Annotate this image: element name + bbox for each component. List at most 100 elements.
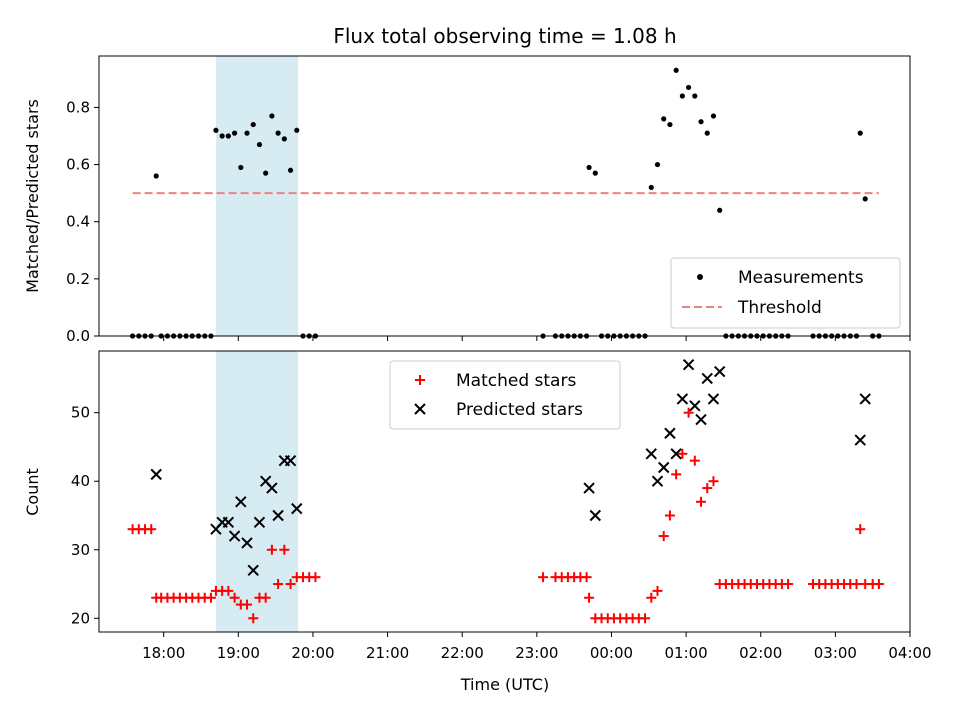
bottom-panel: 20 30 40 50 18:00 19:00 20:00 21:00 22:00 23:00 0… — [23, 350, 932, 694]
cross-stroke-b — [266, 482, 278, 494]
matched-star-point — [696, 496, 707, 507]
cross-stroke-b — [682, 359, 695, 371]
legend-predicted-label: Predicted stars — [456, 400, 583, 420]
matched-star-point — [664, 510, 675, 521]
matched-star-point — [248, 613, 259, 624]
x-tick-label: 04:00 — [888, 644, 931, 662]
predicted-star-point — [682, 359, 695, 371]
cross-stroke-b — [259, 475, 272, 487]
bottom-plot-frame — [98, 350, 911, 633]
measurement-point — [219, 133, 225, 139]
matched-star-point — [677, 448, 688, 459]
bottom-shaded-interval — [215, 351, 299, 632]
cross-stroke-b — [253, 516, 266, 529]
measurement-point — [661, 116, 667, 122]
predicted-star-point — [228, 530, 241, 542]
cross-stroke-b — [414, 403, 426, 415]
matched-star-point — [538, 572, 549, 583]
top-shaded-interval — [215, 56, 299, 336]
top-y-axis-label: Matched/Predicted stars — [23, 99, 42, 293]
measurement-point — [213, 127, 219, 133]
predicted-star-point — [247, 564, 259, 577]
cross-stroke-b — [583, 482, 595, 494]
matched-star-point — [205, 592, 216, 603]
predicted-star-point — [859, 393, 871, 405]
predicted-star-point — [651, 475, 664, 487]
predicted-star-point — [272, 509, 284, 522]
x-tick-label: 21:00 — [366, 644, 409, 662]
predicted-star-point — [645, 448, 657, 460]
measurement-point — [244, 130, 250, 136]
x-tick-label: 19:00 — [217, 644, 260, 662]
matched-star-point — [671, 469, 682, 480]
matched-stars-points — [127, 407, 884, 624]
measurement-point — [287, 167, 294, 173]
predicted-star-point — [235, 496, 247, 508]
legend-threshold-label: Threshold — [737, 298, 822, 318]
matched-star-point — [242, 599, 253, 610]
bottom-legend: Matched stars Predicted stars — [389, 360, 621, 430]
matched-star-point — [646, 592, 657, 603]
cross-stroke-b — [272, 509, 284, 522]
legend-predicted-marker — [414, 403, 426, 415]
bottom-legend-frame — [389, 360, 621, 430]
measurement-point — [704, 130, 710, 136]
top-x-ticks — [163, 336, 911, 341]
legend-cross — [414, 403, 426, 415]
cross-stroke-b — [589, 509, 602, 522]
matched-star-point — [855, 524, 866, 535]
cross-stroke-b — [235, 496, 247, 508]
cross-stroke-b — [284, 454, 297, 467]
measurement-point — [269, 113, 275, 119]
x-tick-label: 18:00 — [142, 644, 185, 662]
x-tick-label: 02:00 — [739, 644, 782, 662]
legend-measurements-label: Measurements — [738, 268, 864, 288]
cross-stroke-b — [291, 502, 303, 515]
top-y-tick-label: 0.4 — [66, 213, 90, 231]
predicted-star-point — [222, 516, 235, 529]
matched-star-point — [229, 592, 240, 603]
bottom-y-axis-label: Count — [23, 468, 42, 516]
cross-stroke-b — [664, 427, 676, 439]
measurement-point — [857, 130, 863, 136]
cross-stroke-b — [658, 461, 670, 474]
predicted-star-point — [291, 502, 303, 515]
matched-star-point — [683, 407, 694, 418]
chart-title: Flux total observing time = 1.08 h — [333, 24, 676, 48]
measurement-point — [153, 173, 159, 179]
matched-star-point — [783, 579, 794, 590]
cross-stroke-b — [689, 400, 701, 412]
measurement-point — [667, 121, 673, 128]
predicted-star-point — [713, 365, 726, 378]
predicted-star-point — [589, 509, 602, 522]
cross-stroke-b — [859, 393, 871, 405]
x-tick-label: 20:00 — [291, 644, 334, 662]
measurement-point — [231, 130, 238, 136]
measurement-point — [679, 93, 685, 99]
top-legend-frame — [670, 257, 901, 329]
matched-star-point — [658, 531, 669, 542]
predicted-star-point — [284, 454, 297, 467]
matched-star-point — [702, 483, 713, 494]
measurement-point — [710, 113, 717, 119]
predicted-star-point — [707, 393, 720, 405]
predicted-star-point — [676, 393, 689, 405]
cross-stroke-b — [645, 448, 657, 460]
measurement-point — [862, 196, 868, 202]
top-y-tick-label: 0.0 — [66, 327, 90, 345]
matched-star-point — [279, 544, 290, 555]
measurement-point — [225, 133, 231, 139]
x-tick-label: 00:00 — [590, 644, 633, 662]
matched-star-point — [310, 572, 321, 583]
predicted-star-point — [266, 482, 278, 494]
cross-stroke-b — [707, 393, 720, 405]
bottom-y-tick-label: 30 — [71, 541, 90, 559]
matched-star-point — [851, 579, 862, 590]
measurement-point — [648, 184, 654, 191]
measurement-point — [685, 84, 692, 91]
predicted-star-point — [689, 400, 701, 412]
cross-stroke-b — [676, 393, 689, 405]
matched-star-point — [640, 613, 651, 624]
predicted-star-point — [253, 516, 266, 529]
predicted-star-point — [664, 427, 676, 439]
